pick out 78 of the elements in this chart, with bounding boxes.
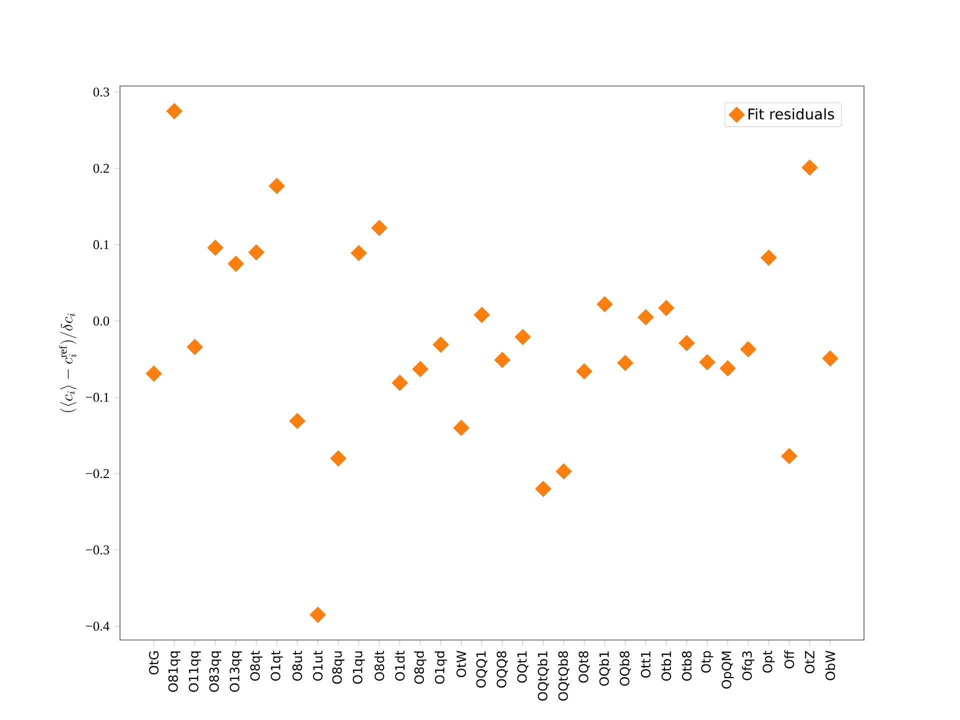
x-tick-label: ObW [825, 650, 836, 680]
x-tick-label: OQb8 [620, 651, 631, 686]
point [248, 244, 264, 260]
point [822, 350, 838, 366]
x-tick-label: OQb1 [599, 652, 610, 686]
point [412, 361, 428, 378]
x-tick-label: OQQ1 [476, 652, 488, 688]
point [802, 160, 818, 176]
y-tick-label: −0.1 [86, 392, 109, 402]
point [760, 250, 777, 266]
x-tick-label: O83qq [209, 652, 222, 692]
point [453, 420, 470, 436]
point [576, 363, 592, 380]
point [720, 360, 736, 376]
x-tick-label: O8qt [250, 650, 262, 681]
y-tick-label: 0.3 [93, 88, 110, 97]
x-tick-label: O8qu [332, 652, 344, 684]
y-tick-label: −0.3 [86, 545, 110, 554]
x-tick-label: OQQ8 [496, 651, 508, 688]
x-tick-label: Off [784, 650, 794, 668]
point [350, 245, 367, 262]
x-tick-label: Opt [762, 650, 775, 673]
x-tick-label: O1qd [434, 652, 447, 684]
x-tick-label: Otp [701, 651, 714, 673]
x-tick-label: O81qq [168, 652, 180, 692]
point [228, 256, 244, 272]
x-tick-label: O11qq [188, 652, 201, 692]
point [268, 178, 285, 194]
x-tick-label: OtZ [804, 650, 814, 674]
point [289, 412, 306, 430]
x-tick-label: O1qt [270, 650, 283, 681]
y-axis-title: $(\langle c_i\rangle - c_i^{\mathrm{ref}})/\delta c_i$ [58, 313, 76, 412]
point [617, 354, 634, 372]
x-tick-label: O8ut [292, 650, 302, 681]
x-tick-label: OQt8 [578, 651, 590, 683]
x-tick-label: Otb8 [682, 651, 692, 681]
x-tick-label: OpQM [722, 652, 734, 689]
x-tick-label: OtG [149, 651, 159, 674]
point [781, 448, 798, 464]
x-tick-label: OQtQb1 [538, 652, 549, 701]
point [432, 336, 449, 353]
point [310, 606, 326, 623]
x-tick-label: O8qd [414, 652, 426, 684]
x-tick-label: Ofq3 [742, 651, 754, 680]
point [678, 335, 695, 352]
x-tick-label: O8dt [374, 650, 384, 681]
point [638, 309, 654, 326]
point [186, 338, 203, 356]
point [740, 341, 756, 358]
x-tick-label: Ott1 [640, 652, 651, 678]
legend-label: Fit residuals [748, 108, 834, 120]
x-tick-label: O1dt [394, 650, 405, 681]
point [330, 450, 346, 466]
x-tick-label: O1qu [352, 652, 365, 684]
y-tick-label: 0.2 [93, 164, 109, 173]
point [166, 103, 182, 120]
point [474, 306, 490, 323]
point [207, 240, 224, 256]
point [556, 463, 572, 480]
x-tick-label: OQt1 [517, 652, 528, 683]
point [535, 480, 552, 497]
x-tick-label: Otb1 [661, 652, 672, 681]
y-tick-label: −0.4 [86, 622, 110, 631]
point [514, 328, 531, 346]
point [392, 374, 408, 391]
y-tick-label: −0.2 [86, 469, 109, 478]
x-tick-label: O13qq [230, 652, 242, 692]
x-tick-label: OQtQb8 [558, 651, 570, 701]
y-tick-label: 0.0 [93, 316, 110, 326]
x-tick-label: O1ut [312, 650, 323, 681]
y-tick-label: 0.1 [93, 240, 109, 250]
point [371, 220, 388, 236]
point [658, 300, 674, 316]
point [494, 352, 510, 368]
point [699, 354, 716, 370]
x-tick-label: OtW [456, 650, 466, 678]
point [146, 366, 162, 382]
point [596, 296, 613, 312]
